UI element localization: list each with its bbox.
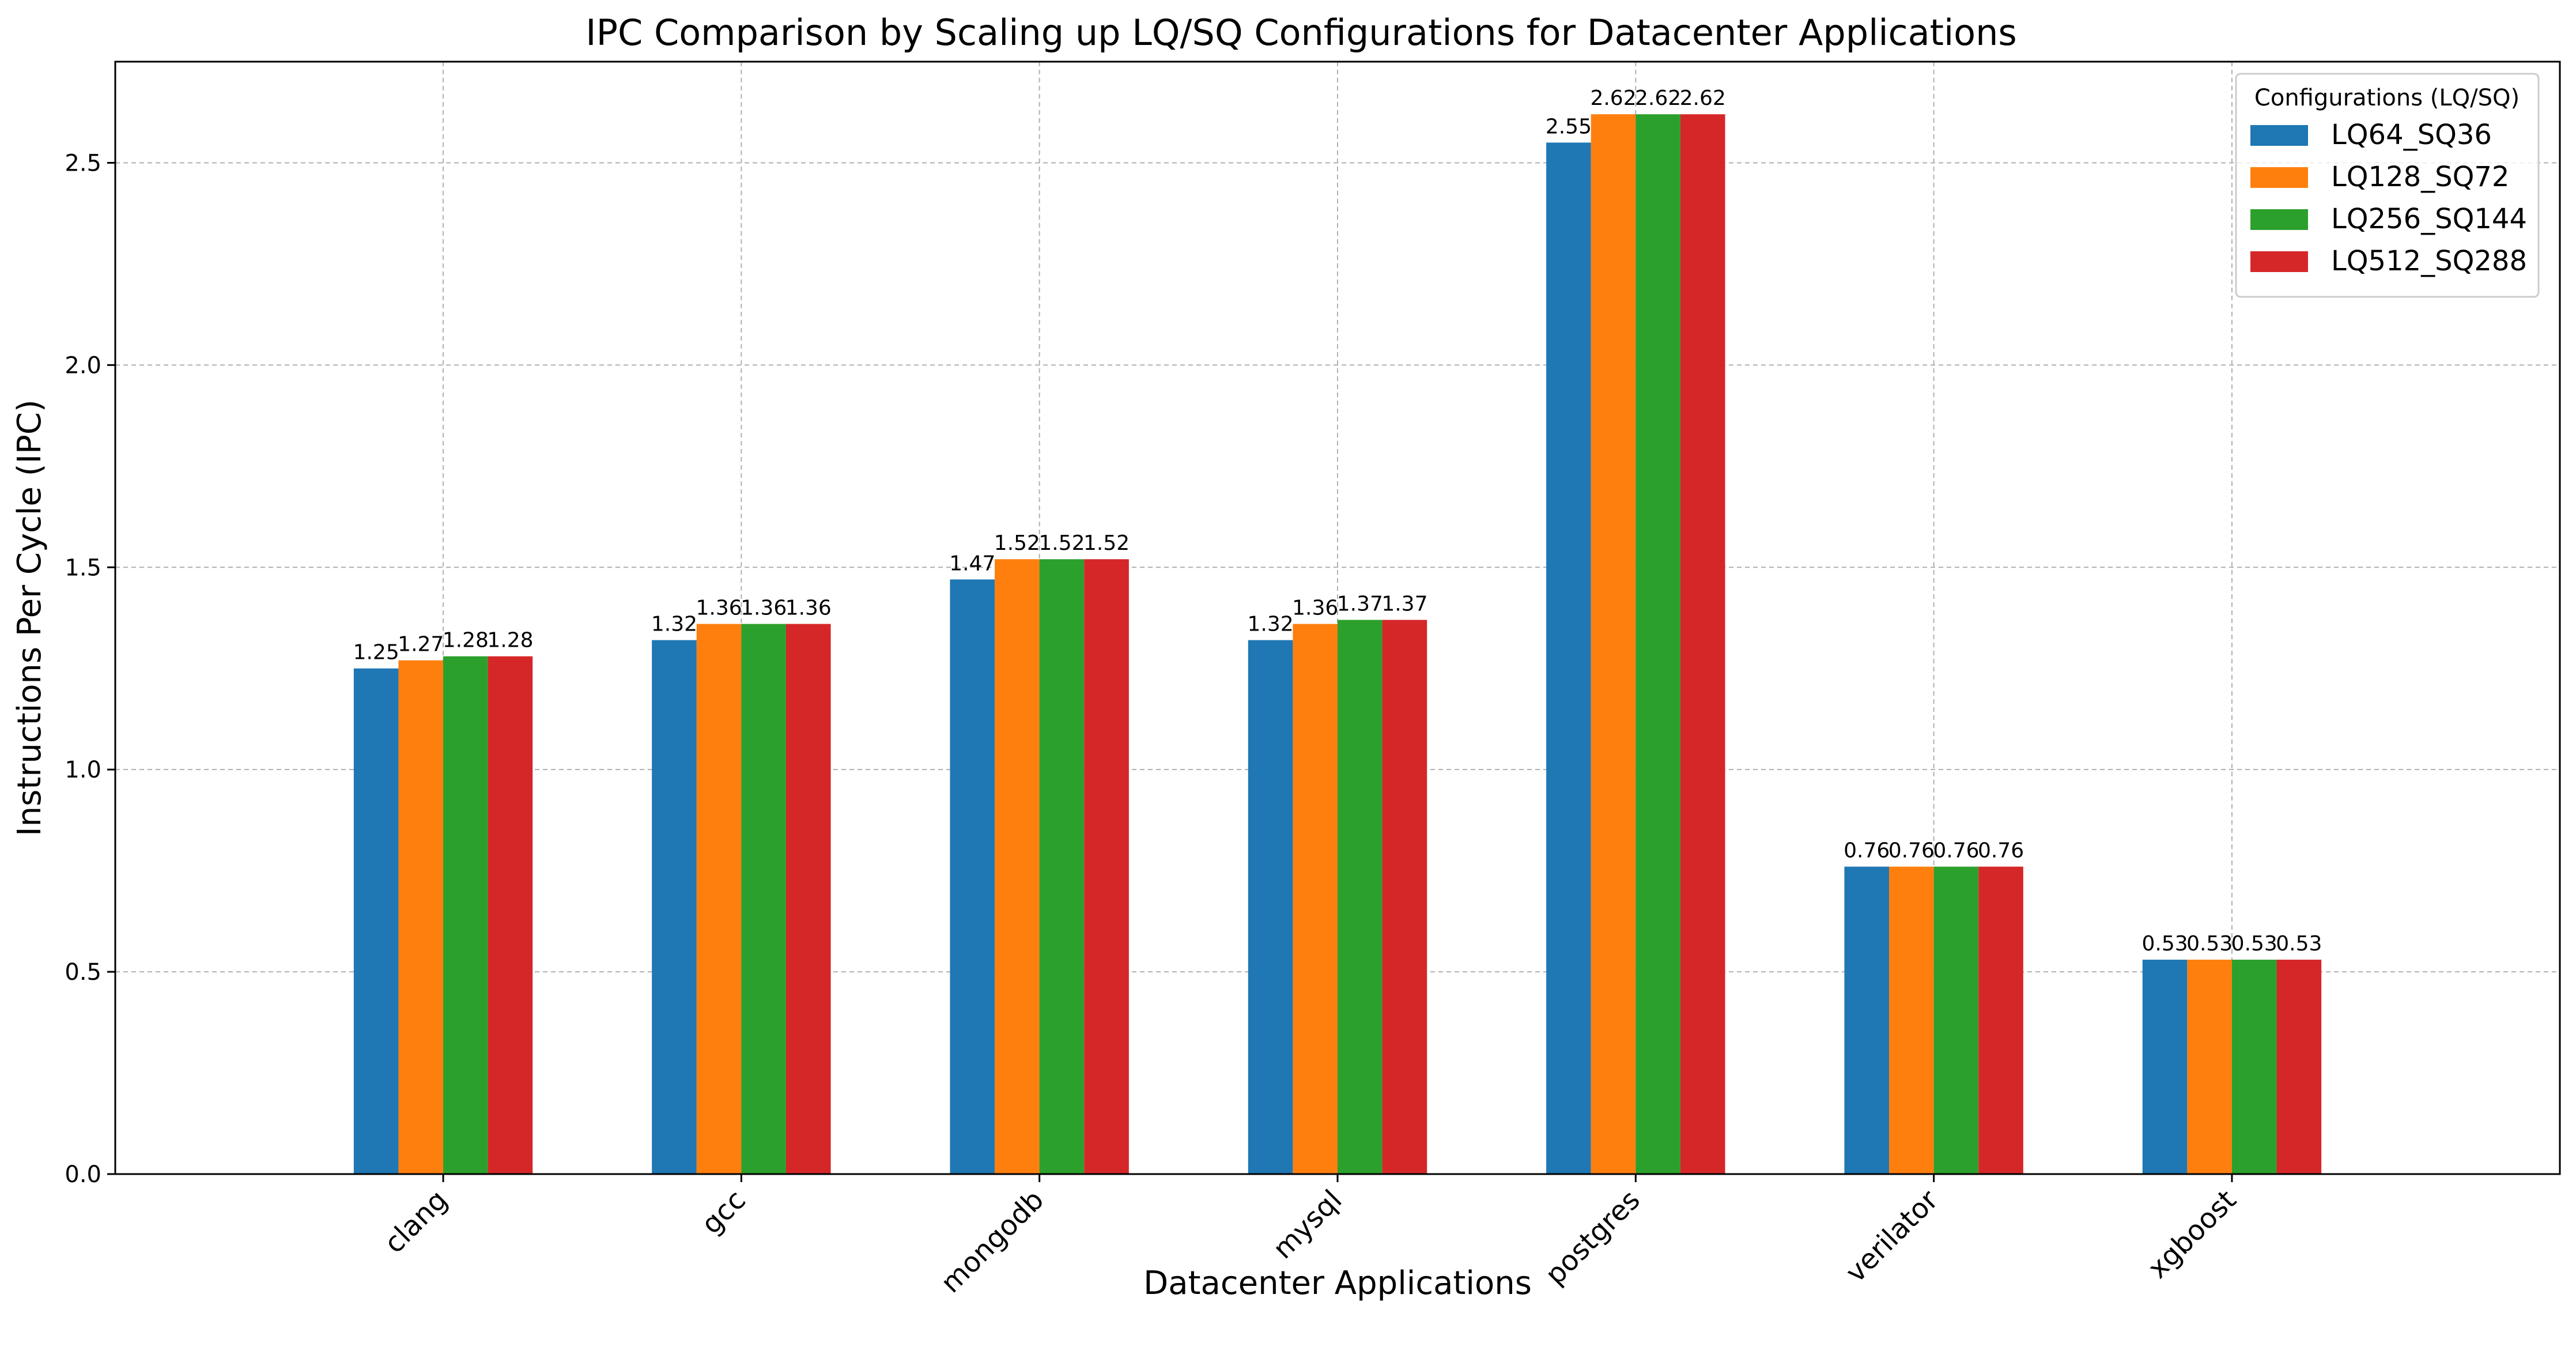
bar-value-label: 2.62	[1635, 86, 1681, 110]
bar-value-label: 1.47	[949, 552, 995, 575]
legend-label: LQ64_SQ36	[2331, 119, 2492, 151]
legend-swatch	[2250, 209, 2308, 230]
x-tick-label: gcc	[695, 1184, 751, 1240]
bar-value-label: 1.27	[398, 633, 444, 656]
bar-value-label: 1.52	[994, 531, 1040, 555]
bar	[995, 559, 1040, 1175]
legend: Configurations (LQ/SQ) LQ64_SQ36 LQ128_SQ…	[2235, 73, 2540, 298]
bars	[353, 114, 2322, 1175]
bar-value-label: 0.53	[2186, 932, 2233, 956]
bar	[741, 624, 786, 1174]
x-tick-label: verilator	[1840, 1184, 1944, 1289]
legend-label: LQ128_SQ72	[2331, 161, 2509, 193]
bar-value-label: 1.36	[696, 597, 742, 620]
bar	[488, 656, 533, 1174]
y-axis-label: Instructions Per Cycle (IPC)	[11, 399, 48, 836]
bar-value-label: 1.52	[1038, 531, 1085, 555]
y-tick-label: 0.0	[65, 1161, 101, 1188]
x-tick-label: clang	[378, 1184, 454, 1260]
bar	[2231, 960, 2277, 1174]
bar	[950, 579, 995, 1174]
bar	[443, 656, 488, 1174]
x-tick-label: mysql	[1267, 1184, 1348, 1265]
bar-value-label: 0.76	[1844, 839, 1890, 863]
bar-value-label: 2.62	[1590, 86, 1636, 110]
legend-swatch	[2250, 167, 2308, 188]
bar-value-label: 1.37	[1337, 593, 1383, 616]
bar-value-label: 0.76	[1933, 839, 1979, 863]
bar-value-label: 0.53	[2141, 932, 2188, 956]
bar	[1978, 866, 2023, 1174]
chart-title: IPC Comparison by Scaling up LQ/SQ Confi…	[586, 12, 2016, 54]
bar	[2142, 960, 2188, 1174]
bar-value-label: 1.32	[1248, 613, 1294, 636]
bar-value-label: 0.76	[1888, 839, 1935, 863]
bar	[353, 668, 399, 1174]
bar-value-label: 1.25	[353, 641, 399, 665]
y-tick-label: 1.0	[65, 757, 101, 783]
bar-value-label: 0.76	[1978, 839, 2024, 863]
bar	[2187, 960, 2232, 1174]
bar	[1039, 559, 1085, 1175]
bar	[785, 624, 831, 1174]
bar-value-label: 2.55	[1546, 115, 1592, 138]
bar	[2276, 960, 2322, 1174]
legend-label: LQ256_SQ144	[2331, 203, 2527, 235]
bar	[1382, 620, 1427, 1174]
y-tick-label: 2.5	[65, 150, 101, 176]
bar	[1338, 620, 1383, 1174]
y-axis: 0.0 0.5 1.0 1.5 2.0 2.5	[65, 150, 115, 1188]
y-tick-label: 1.5	[65, 554, 101, 581]
legend-label: LQ512_SQ288	[2331, 245, 2527, 277]
bar-value-label: 1.28	[443, 629, 489, 652]
bar-value-label: 1.28	[487, 629, 533, 652]
bar-value-label: 1.36	[1292, 597, 1338, 620]
legend-swatch	[2250, 125, 2308, 146]
legend-swatch	[2250, 251, 2308, 272]
bar-value-label: 1.52	[1083, 531, 1130, 555]
y-tick-label: 2.0	[65, 352, 101, 379]
bar-value-label: 0.53	[2276, 932, 2322, 956]
bar-value-label: 1.32	[651, 613, 697, 636]
bar	[1084, 559, 1129, 1175]
bar	[398, 660, 444, 1174]
bar-value-label: 1.37	[1381, 593, 1427, 616]
x-tick-label: xgboost	[2141, 1184, 2242, 1285]
legend-box	[2235, 73, 2540, 298]
x-tick-label: mongodb	[935, 1184, 1050, 1299]
data-labels: 1.25 1.32 1.47 1.32 2.55 0.76 0.53 1.27 1.36 1.52…	[353, 86, 2322, 956]
legend-items: LQ64_SQ36 LQ128_SQ72 LQ256_SQ144 LQ512_SQ28…	[2250, 119, 2527, 277]
bar-value-label: 1.36	[741, 597, 787, 620]
bar	[652, 640, 697, 1174]
bar	[696, 624, 742, 1174]
bar-value-label: 0.53	[2231, 932, 2277, 956]
bar	[1636, 114, 1680, 1175]
bar-value-label: 2.62	[1680, 86, 1726, 110]
bar	[1591, 114, 1636, 1175]
legend-title: Configurations (LQ/SQ)	[2254, 85, 2520, 111]
bar-value-label: 1.36	[785, 597, 832, 620]
bar	[1546, 142, 1591, 1174]
bar	[1844, 866, 1890, 1174]
x-axis-label: Datacenter Applications	[1143, 1265, 1532, 1302]
x-tick-label: postgres	[1539, 1184, 1646, 1291]
y-tick-label: 0.5	[65, 959, 101, 986]
bar	[1680, 114, 1725, 1175]
bar	[1248, 640, 1293, 1174]
bar	[1933, 866, 1979, 1174]
bar	[1889, 866, 1934, 1174]
bar	[1293, 624, 1338, 1174]
